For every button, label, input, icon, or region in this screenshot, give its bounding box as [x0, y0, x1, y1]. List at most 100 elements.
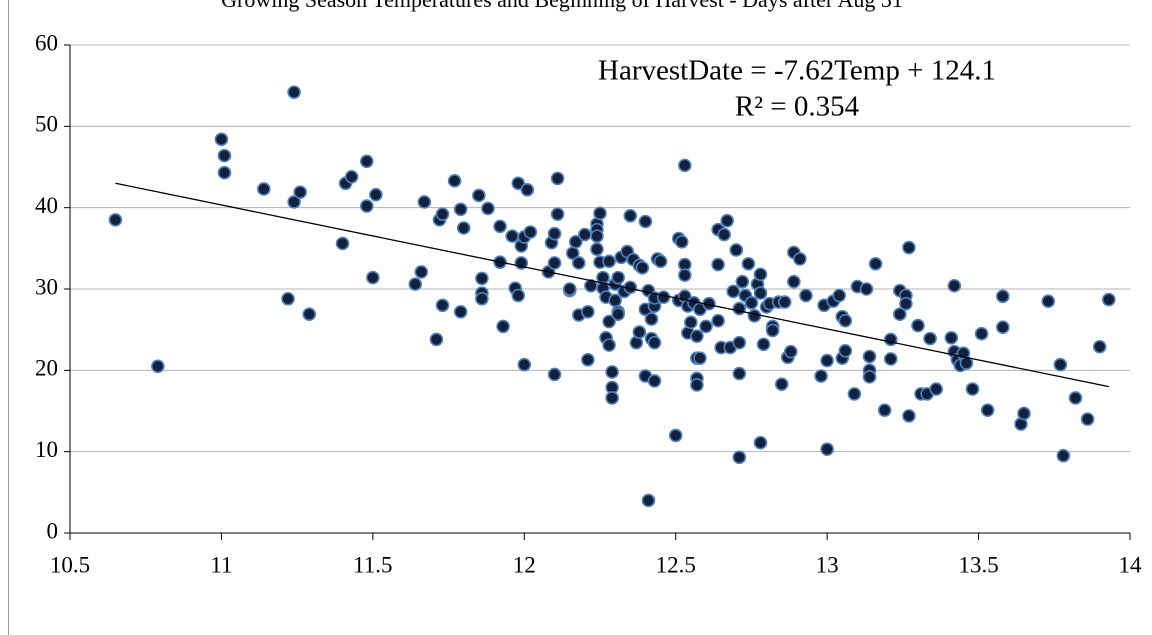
point — [902, 240, 916, 255]
point — [550, 207, 565, 221]
point — [929, 382, 943, 396]
point — [726, 284, 741, 299]
point — [799, 288, 813, 303]
point — [820, 442, 834, 457]
y-tick-label: 0 — [47, 518, 59, 543]
point — [732, 301, 747, 316]
point — [453, 202, 468, 217]
point — [859, 282, 874, 296]
point — [911, 318, 925, 333]
point — [611, 270, 625, 285]
point — [562, 282, 577, 296]
x-tick-label: 11 — [210, 552, 232, 577]
point — [868, 256, 883, 271]
x-tick-label: 14 — [1119, 552, 1143, 577]
point — [547, 256, 562, 270]
point — [653, 254, 668, 269]
chart-title: Growing Season Temperatures and Beginnin… — [221, 0, 903, 12]
point — [217, 148, 232, 163]
point — [453, 304, 468, 319]
y-tick-label: 10 — [35, 437, 58, 462]
point — [281, 291, 295, 306]
point — [1056, 448, 1071, 463]
point — [638, 214, 653, 229]
point — [550, 171, 565, 186]
point — [359, 199, 374, 213]
point — [417, 195, 432, 209]
point — [893, 307, 907, 322]
x-tick-label: 13 — [816, 552, 839, 577]
point — [257, 182, 271, 196]
point — [581, 304, 595, 319]
point — [602, 338, 616, 352]
point — [475, 271, 489, 286]
point — [711, 313, 725, 328]
y-tick-label: 30 — [35, 274, 58, 299]
point — [862, 349, 877, 364]
point — [408, 277, 423, 291]
y-tick-label: 60 — [35, 30, 58, 55]
point — [656, 290, 671, 304]
point — [369, 187, 383, 202]
point — [511, 288, 526, 303]
point — [344, 169, 359, 184]
point — [605, 391, 619, 405]
point — [151, 359, 165, 374]
x-tick-label: 12.5 — [656, 552, 696, 577]
point — [974, 326, 989, 341]
point — [777, 295, 792, 309]
point — [995, 320, 1010, 335]
point — [214, 132, 229, 147]
point — [699, 319, 713, 334]
point — [756, 337, 771, 352]
point — [547, 226, 562, 241]
point — [753, 267, 768, 282]
point — [838, 344, 853, 358]
point — [520, 182, 535, 197]
point — [741, 256, 756, 271]
point — [605, 365, 619, 379]
point — [647, 335, 662, 350]
point — [832, 288, 847, 303]
point — [568, 235, 583, 249]
point — [366, 270, 380, 285]
point — [108, 213, 123, 227]
point — [899, 296, 913, 311]
point — [820, 353, 834, 368]
point — [547, 367, 562, 382]
point — [747, 309, 762, 323]
r-squared: R² = 0.354 — [735, 91, 860, 123]
point — [1053, 357, 1068, 372]
point — [1102, 292, 1116, 307]
point — [608, 293, 622, 308]
point — [641, 493, 656, 508]
point — [505, 229, 519, 243]
point — [475, 291, 489, 306]
point — [287, 85, 301, 99]
point — [302, 307, 317, 322]
point — [481, 201, 495, 216]
point — [838, 313, 853, 328]
point — [753, 286, 768, 300]
x-tick-label: 10.5 — [50, 552, 90, 577]
point — [923, 331, 937, 346]
point — [623, 209, 638, 223]
y-tick-label: 50 — [35, 112, 58, 137]
point — [1068, 391, 1083, 405]
point — [814, 369, 828, 383]
point — [496, 319, 510, 334]
point — [217, 165, 232, 180]
point — [632, 325, 647, 339]
y-tick-label: 40 — [35, 193, 58, 218]
point — [644, 312, 659, 326]
point — [571, 256, 586, 270]
point — [847, 387, 862, 401]
point — [593, 206, 607, 221]
point — [429, 332, 444, 347]
point — [883, 352, 898, 366]
point — [711, 257, 725, 272]
point — [693, 351, 707, 365]
point — [732, 335, 747, 350]
